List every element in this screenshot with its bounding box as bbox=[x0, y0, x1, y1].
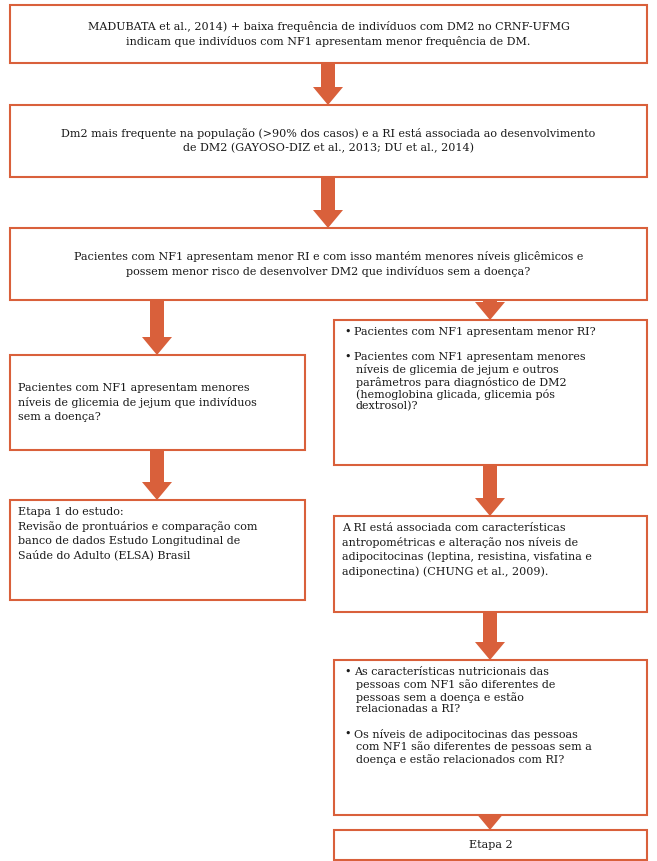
FancyBboxPatch shape bbox=[483, 612, 497, 642]
FancyBboxPatch shape bbox=[321, 63, 335, 87]
Polygon shape bbox=[142, 337, 172, 355]
Text: com NF1 são diferentes de pessoas sem a: com NF1 são diferentes de pessoas sem a bbox=[356, 741, 592, 753]
Text: pessoas sem a doença e estão: pessoas sem a doença e estão bbox=[356, 691, 524, 703]
Text: Pacientes com NF1 apresentam menores
níveis de glicemia de jejum que indivíduos
: Pacientes com NF1 apresentam menores nív… bbox=[18, 383, 257, 422]
Text: •: • bbox=[344, 667, 350, 677]
FancyBboxPatch shape bbox=[10, 500, 305, 600]
Text: Etapa 2: Etapa 2 bbox=[468, 840, 512, 850]
FancyBboxPatch shape bbox=[334, 830, 647, 860]
Text: •: • bbox=[344, 352, 350, 362]
Text: •: • bbox=[344, 729, 350, 739]
FancyBboxPatch shape bbox=[483, 465, 497, 498]
FancyBboxPatch shape bbox=[334, 320, 647, 465]
Polygon shape bbox=[475, 812, 505, 830]
Polygon shape bbox=[475, 302, 505, 320]
Polygon shape bbox=[313, 210, 343, 228]
FancyBboxPatch shape bbox=[10, 5, 647, 63]
Text: pessoas com NF1 são diferentes de: pessoas com NF1 são diferentes de bbox=[356, 679, 555, 691]
FancyBboxPatch shape bbox=[321, 177, 335, 210]
FancyBboxPatch shape bbox=[10, 355, 305, 450]
Text: Os níveis de adipocitocinas das pessoas: Os níveis de adipocitocinas das pessoas bbox=[354, 729, 578, 740]
FancyBboxPatch shape bbox=[334, 516, 647, 612]
Text: relacionadas a RI?: relacionadas a RI? bbox=[356, 704, 460, 715]
Text: •: • bbox=[344, 327, 350, 337]
FancyBboxPatch shape bbox=[10, 105, 647, 177]
FancyBboxPatch shape bbox=[334, 660, 647, 815]
Text: Pacientes com NF1 apresentam menor RI e com isso mantém menores níveis glicêmico: Pacientes com NF1 apresentam menor RI e … bbox=[74, 251, 583, 277]
Polygon shape bbox=[475, 642, 505, 660]
Text: dextrosol)?: dextrosol)? bbox=[356, 401, 419, 412]
FancyBboxPatch shape bbox=[10, 228, 647, 300]
Text: As características nutricionais das: As características nutricionais das bbox=[354, 667, 549, 677]
FancyBboxPatch shape bbox=[150, 300, 164, 337]
Text: MADUBATA et al., 2014) + baixa frequência de indivíduos com DM2 no CRNF-UFMG
ind: MADUBATA et al., 2014) + baixa frequênci… bbox=[87, 21, 570, 47]
Text: A RI está associada com características
antropométricas e alteração nos níveis d: A RI está associada com características … bbox=[342, 523, 592, 577]
Text: Pacientes com NF1 apresentam menores: Pacientes com NF1 apresentam menores bbox=[354, 352, 585, 362]
Text: parâmetros para diagnóstico de DM2: parâmetros para diagnóstico de DM2 bbox=[356, 376, 566, 387]
Text: (hemoglobina glicada, glicemia pós: (hemoglobina glicada, glicemia pós bbox=[356, 389, 555, 400]
FancyBboxPatch shape bbox=[150, 450, 164, 482]
Text: Pacientes com NF1 apresentam menor RI?: Pacientes com NF1 apresentam menor RI? bbox=[354, 327, 596, 337]
FancyBboxPatch shape bbox=[483, 300, 497, 302]
Text: Dm2 mais frequente na população (>90% dos casos) e a RI está associada ao desenv: Dm2 mais frequente na população (>90% do… bbox=[61, 128, 596, 153]
FancyBboxPatch shape bbox=[483, 812, 497, 815]
Text: doença e estão relacionados com RI?: doença e estão relacionados com RI? bbox=[356, 753, 564, 765]
Polygon shape bbox=[142, 482, 172, 500]
Text: níveis de glicemia de jejum e outros: níveis de glicemia de jejum e outros bbox=[356, 364, 558, 375]
Polygon shape bbox=[475, 498, 505, 516]
Polygon shape bbox=[313, 87, 343, 105]
Text: Etapa 1 do estudo:
Revisão de prontuários e comparação com
banco de dados Estudo: Etapa 1 do estudo: Revisão de prontuário… bbox=[18, 507, 258, 561]
